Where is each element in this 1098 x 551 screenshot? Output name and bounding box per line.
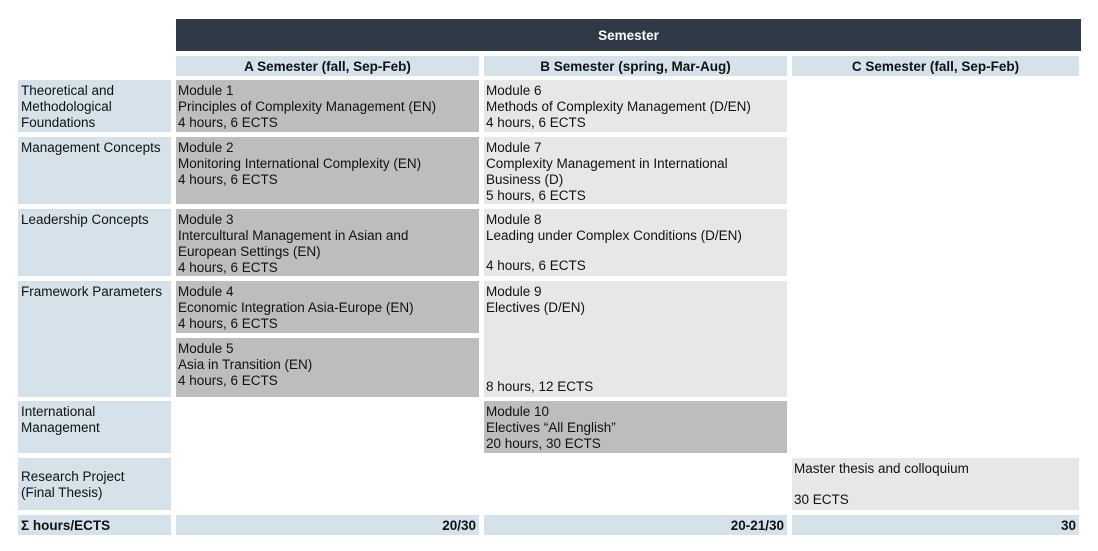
row-label-leadership-concepts: Leadership Concepts xyxy=(18,209,171,276)
module-name: Electives (D/EN) xyxy=(486,300,586,315)
row-label-research-project: Research Project (Final Thesis) xyxy=(18,458,171,510)
module-title: Module 2 xyxy=(178,140,234,155)
module-name: Electives “All English” xyxy=(486,420,616,435)
module-2-cell: Module 2 Monitoring International Comple… xyxy=(176,137,479,204)
module-name: Economic Integration Asia-Europe (EN) xyxy=(178,300,414,315)
module-title: Module 6 xyxy=(486,83,542,98)
module-hours: 4 hours, 6 ECTS xyxy=(178,172,278,187)
module-hours: 4 hours, 6 ECTS xyxy=(486,115,586,130)
module-9-cell: Module 9 Electives (D/EN) 8 hours, 12 EC… xyxy=(484,281,787,397)
thesis-cell: Master thesis and colloquium 30 ECTS xyxy=(792,458,1079,510)
module-title: Module 8 xyxy=(486,212,542,227)
module-title: Module 9 xyxy=(486,284,542,299)
module-hours: 4 hours, 6 ECTS xyxy=(178,316,278,331)
row-label-foundations: Theoretical and Methodological Foundatio… xyxy=(18,80,171,132)
module-name: Methods of Complexity Management (D/EN) xyxy=(486,99,751,114)
module-hours: 4 hours, 6 ECTS xyxy=(486,258,586,273)
module-title: Module 1 xyxy=(178,83,234,98)
totals-label: Σ hours/ECTS xyxy=(18,515,171,535)
row-label-management-concepts: Management Concepts xyxy=(18,137,171,204)
thesis-name: Master thesis and colloquium xyxy=(794,461,969,476)
module-name: Monitoring International Complexity (EN) xyxy=(178,156,422,171)
totals-b: 20-21/30 xyxy=(484,515,787,535)
module-name: Complexity Management in International B… xyxy=(486,156,728,187)
module-title: Module 7 xyxy=(486,140,542,155)
module-5-cell: Module 5 Asia in Transition (EN) 4 hours… xyxy=(176,338,479,397)
column-header-a: A Semester (fall, Sep-Feb) xyxy=(176,56,479,76)
row-label-international-management: International Management xyxy=(18,401,171,453)
module-name: Intercultural Management in Asian and Eu… xyxy=(178,228,409,259)
module-hours: 20 hours, 30 ECTS xyxy=(486,436,601,451)
module-8-cell: Module 8 Leading under Complex Condition… xyxy=(484,209,787,276)
module-title: Module 5 xyxy=(178,341,234,356)
module-name: Principles of Complexity Management (EN) xyxy=(178,99,437,114)
module-4-cell: Module 4 Economic Integration Asia-Europ… xyxy=(176,281,479,333)
totals-a: 20/30 xyxy=(176,515,479,535)
module-hours: 4 hours, 6 ECTS xyxy=(178,260,278,275)
totals-c: 30 xyxy=(792,515,1079,535)
module-title: Module 10 xyxy=(486,404,550,419)
module-7-cell: Module 7 Complexity Management in Intern… xyxy=(484,137,787,204)
module-title: Module 3 xyxy=(178,212,234,227)
module-1-cell: Module 1 Principles of Complexity Manage… xyxy=(176,80,479,132)
module-10-cell: Module 10 Electives “All English” 20 hou… xyxy=(484,401,787,453)
column-header-c: C Semester (fall, Sep-Feb) xyxy=(792,56,1079,76)
module-hours: 4 hours, 6 ECTS xyxy=(178,373,278,388)
module-3-cell: Module 3 Intercultural Management in Asi… xyxy=(176,209,479,276)
semester-header: Semester xyxy=(176,19,1081,51)
module-hours: 8 hours, 12 ECTS xyxy=(486,379,594,394)
module-title: Module 4 xyxy=(178,284,234,299)
module-hours: 5 hours, 6 ECTS xyxy=(486,188,586,203)
module-6-cell: Module 6 Methods of Complexity Managemen… xyxy=(484,80,787,132)
module-name: Leading under Complex Conditions (D/EN) xyxy=(486,228,742,243)
thesis-ects: 30 ECTS xyxy=(794,492,849,507)
module-name: Asia in Transition (EN) xyxy=(178,357,313,372)
module-hours: 4 hours, 6 ECTS xyxy=(178,115,278,130)
row-label-framework-parameters: Framework Parameters xyxy=(18,281,171,397)
column-header-b: B Semester (spring, Mar-Aug) xyxy=(484,56,787,76)
